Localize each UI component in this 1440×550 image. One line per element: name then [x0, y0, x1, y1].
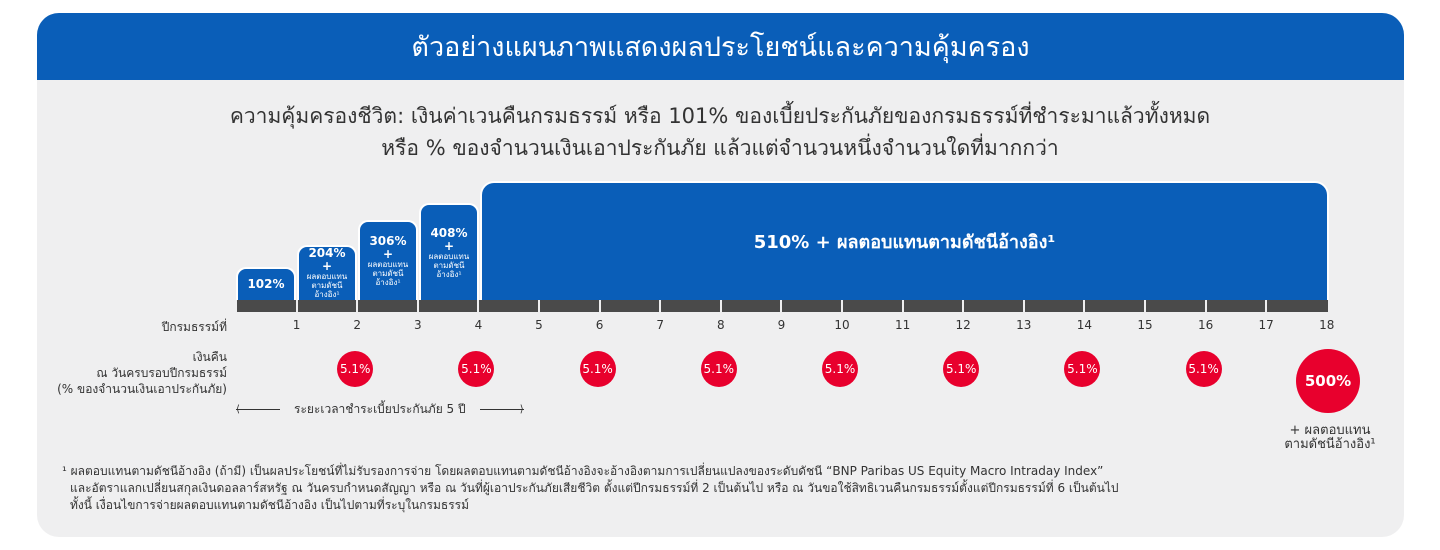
- arrow-left-icon: ⟨: [236, 404, 280, 415]
- bar-value: 306%: [369, 233, 407, 248]
- bar-year-2: 204% + ผลตอบแทน ตามดัชนีอ้างอิง¹: [297, 245, 357, 300]
- footnote-line: ¹ ผลตอบแทนตามดัชนีอ้างอิง (ถ้ามี) เป็นผล…: [62, 464, 1104, 478]
- bar-plus: +: [443, 239, 455, 254]
- timeline-tick: [356, 300, 359, 312]
- maturity-circle: 500%: [1296, 349, 1360, 413]
- maturity-note: + ผลตอบแทน ตามดัชนีอ้างอิง¹: [1270, 424, 1390, 451]
- year-tick-label: 11: [894, 318, 911, 332]
- year-tick-label: 1: [292, 318, 301, 332]
- year-tick-label: 17: [1258, 318, 1274, 332]
- year-tick-label: 7: [656, 318, 664, 332]
- bar-value: 102%: [247, 276, 285, 291]
- bar-note: ตามดัชนีอ้างอิง¹: [433, 261, 465, 279]
- year-label: ปีกรมธรรม์ที่: [161, 320, 227, 334]
- timeline-tick: [598, 300, 601, 312]
- bar-year-5-plus: 510% + ผลตอบแทนตามดัชนีอ้างอิง¹: [480, 181, 1329, 300]
- bar-plus: +: [321, 259, 333, 274]
- premium-period-text: ระยะเวลาชำระเบี้ยประกันภัย 5 ปี: [294, 402, 466, 416]
- year-tick-label: 6: [595, 318, 604, 332]
- bar-year-3: 306% + ผลตอบแทน ตามดัชนีอ้างอิง¹: [358, 220, 418, 300]
- year-tick-label: 10: [834, 318, 850, 332]
- year-tick-label: 4: [474, 318, 483, 332]
- cashback-circle: 5.1%: [1185, 351, 1222, 387]
- year-tick-label: 14: [1076, 318, 1093, 332]
- timeline-track: [237, 300, 1328, 312]
- maturity-note-2: ตามดัชนีอ้างอิง¹: [1284, 436, 1376, 452]
- timeline-tick: [1022, 300, 1025, 312]
- footnote-line: ทั้งนี้ เงื่อนไขการจ่ายผลตอบแทนตามดัชนีอ…: [70, 498, 470, 512]
- cashback-circle: 5.1%: [822, 351, 858, 387]
- timeline-tick: [1083, 300, 1086, 312]
- year-tick-label: 8: [716, 318, 725, 332]
- cashback-circle: 5.1%: [943, 351, 980, 387]
- year-tick-label: 12: [955, 318, 971, 332]
- timeline-tick: [538, 300, 540, 312]
- year-tick-label: 18: [1319, 318, 1335, 332]
- bar-plus: +: [382, 246, 394, 261]
- bar-year-4: 408% + ผลตอบแทน ตามดัชนีอ้างอิง¹: [419, 203, 479, 300]
- timeline-tick: [416, 300, 419, 312]
- timeline-tick: [1144, 300, 1146, 312]
- subtitle-line-1: ความคุ้มครองชีวิต: เงินค่าเวนคืนกรมธรรม์…: [229, 104, 1211, 128]
- bar-note: ตามดัชนีอ้างอิง¹: [372, 268, 404, 287]
- bar-value: 408%: [430, 226, 468, 240]
- year-tick-label: 16: [1197, 318, 1214, 332]
- bar-note: ผลตอบแทน: [428, 252, 470, 262]
- bar-note: ผลตอบแทน: [367, 259, 409, 269]
- timeline-tick: [659, 300, 662, 312]
- footnote-line: และอัตราแลกเปลี่ยนสกุลเงินดอลลาร์สหรัฐ ณ…: [70, 481, 1119, 495]
- timeline-tick: [841, 300, 843, 312]
- bar-value: 204%: [308, 246, 346, 261]
- bar-note: ตามดัชนีอ้างอิง¹: [311, 281, 343, 300]
- timeline-tick: [477, 300, 480, 312]
- bar-value: 510% + ผลตอบแทนตามดัชนีอ้างอิง¹: [753, 232, 1056, 253]
- arrow-right-icon: ⟩: [479, 404, 524, 415]
- cashback-circle: 5.1%: [1064, 351, 1101, 387]
- timeline-tick: [962, 300, 965, 312]
- timeline-tick: [719, 300, 722, 312]
- maturity-note-1: + ผลตอบแทน: [1289, 423, 1371, 438]
- timeline-tick: [780, 300, 783, 312]
- timeline-tick: [901, 300, 904, 312]
- premium-period: ⟨ ระยะเวลาชำระเบี้ยประกันภัย 5 ปี ⟩: [236, 400, 524, 419]
- year-tick-label: 5: [535, 318, 543, 332]
- cashback-label: ณ วันครบรอบปีกรมธรรม์: [96, 366, 227, 380]
- cashback-circle: 5.1%: [337, 351, 374, 387]
- timeline-tick: [1265, 300, 1268, 312]
- year-tick-label: 2: [353, 318, 361, 332]
- cashback-label: เงินคืน: [192, 350, 227, 364]
- timeline-tick: [1204, 300, 1207, 312]
- year-tick-label: 9: [777, 318, 786, 332]
- cashback-circle: 5.1%: [458, 351, 495, 387]
- timeline-tick: [295, 300, 298, 312]
- bar-note: ผลตอบแทน: [306, 272, 348, 282]
- year-tick-label: 3: [413, 318, 422, 332]
- page-title: ตัวอย่างแผนภาพแสดงผลประโยชน์และความคุ้มค…: [37, 13, 1404, 80]
- year-tick-label: 15: [1137, 318, 1153, 332]
- cashback-circle: 5.1%: [579, 351, 616, 387]
- year-tick-label: 13: [1016, 318, 1032, 332]
- bar-year-1: 102%: [236, 267, 296, 300]
- cashback-label: (% ของจำนวนเงินเอาประกันภัย): [57, 382, 227, 396]
- cashback-circle: 5.1%: [700, 351, 737, 387]
- subtitle-line-2: หรือ % ของจำนวนเงินเอาประกันภัย แล้วแต่จ…: [381, 136, 1059, 160]
